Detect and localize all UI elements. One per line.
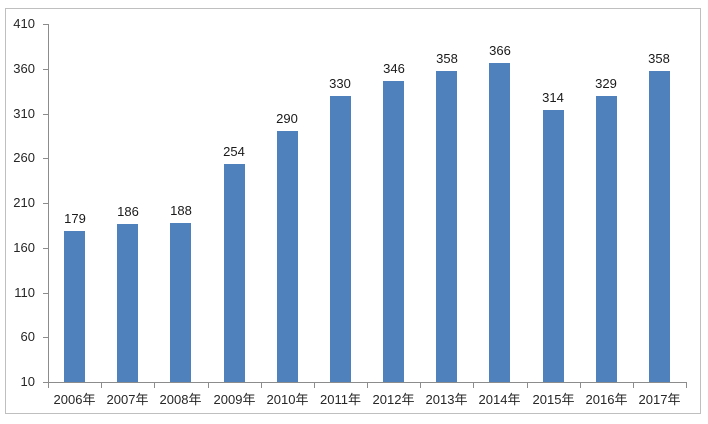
y-tick-mark xyxy=(43,158,48,159)
bar xyxy=(224,164,245,382)
y-tick-label: 160 xyxy=(13,240,35,255)
y-tick-mark xyxy=(43,114,48,115)
y-axis-line xyxy=(48,24,49,383)
y-tick-mark xyxy=(43,293,48,294)
x-axis-line xyxy=(48,382,687,383)
y-tick-label: 60 xyxy=(20,329,35,344)
x-tick-label: 2017年 xyxy=(638,392,681,407)
x-tick-mark xyxy=(527,383,528,388)
bar-value-label: 346 xyxy=(383,61,405,76)
y-tick-mark xyxy=(43,203,48,204)
x-tick-mark xyxy=(154,383,155,388)
bar xyxy=(277,131,298,382)
bar xyxy=(117,224,138,382)
y-tick-label: 310 xyxy=(13,106,35,121)
y-tick-mark xyxy=(43,24,48,25)
bar xyxy=(649,71,670,382)
x-tick-label: 2016年 xyxy=(585,392,628,407)
bar xyxy=(489,63,510,382)
y-tick-mark xyxy=(43,248,48,249)
x-tick-mark xyxy=(48,383,49,388)
x-tick-label: 2008年 xyxy=(159,392,202,407)
bar-value-label: 329 xyxy=(595,76,617,91)
x-tick-label: 2009年 xyxy=(213,392,256,407)
bar-value-label: 179 xyxy=(64,211,86,226)
bar xyxy=(64,231,85,382)
bar-value-label: 186 xyxy=(117,204,139,219)
bar xyxy=(596,96,617,382)
bar xyxy=(383,81,404,382)
x-tick-mark xyxy=(101,383,102,388)
y-tick-mark xyxy=(43,69,48,70)
x-tick-mark xyxy=(314,383,315,388)
y-tick-mark xyxy=(43,382,48,383)
x-tick-label: 2006年 xyxy=(53,392,96,407)
bar-value-label: 358 xyxy=(648,51,670,66)
bar-value-label: 290 xyxy=(276,111,298,126)
bar-value-label: 188 xyxy=(170,203,192,218)
x-tick-label: 2014年 xyxy=(478,392,521,407)
x-tick-mark xyxy=(261,383,262,388)
x-tick-mark xyxy=(420,383,421,388)
y-tick-label: 360 xyxy=(13,61,35,76)
bar-value-label: 314 xyxy=(542,90,564,105)
bar-value-label: 366 xyxy=(489,43,511,58)
x-tick-label: 2015年 xyxy=(532,392,575,407)
x-tick-label: 2013年 xyxy=(425,392,468,407)
x-tick-label: 2007年 xyxy=(106,392,149,407)
x-tick-mark xyxy=(633,383,634,388)
y-tick-label: 410 xyxy=(13,16,35,31)
x-tick-mark xyxy=(580,383,581,388)
y-tick-label: 110 xyxy=(14,285,35,300)
x-tick-mark xyxy=(686,383,687,388)
bar-value-label: 330 xyxy=(329,76,351,91)
bar xyxy=(330,96,351,382)
x-tick-mark xyxy=(367,383,368,388)
y-tick-label: 260 xyxy=(13,150,35,165)
x-tick-label: 2010年 xyxy=(266,392,309,407)
y-tick-label: 10 xyxy=(20,374,35,389)
x-tick-mark xyxy=(208,383,209,388)
x-tick-label: 2011年 xyxy=(320,392,361,407)
bar xyxy=(436,71,457,382)
bar-value-label: 358 xyxy=(436,51,458,66)
bar xyxy=(543,110,564,382)
y-tick-mark xyxy=(43,337,48,338)
bar xyxy=(170,223,191,382)
x-tick-label: 2012年 xyxy=(372,392,415,407)
y-tick-label: 210 xyxy=(13,195,35,210)
bar-value-label: 254 xyxy=(223,144,245,159)
x-tick-mark xyxy=(473,383,474,388)
